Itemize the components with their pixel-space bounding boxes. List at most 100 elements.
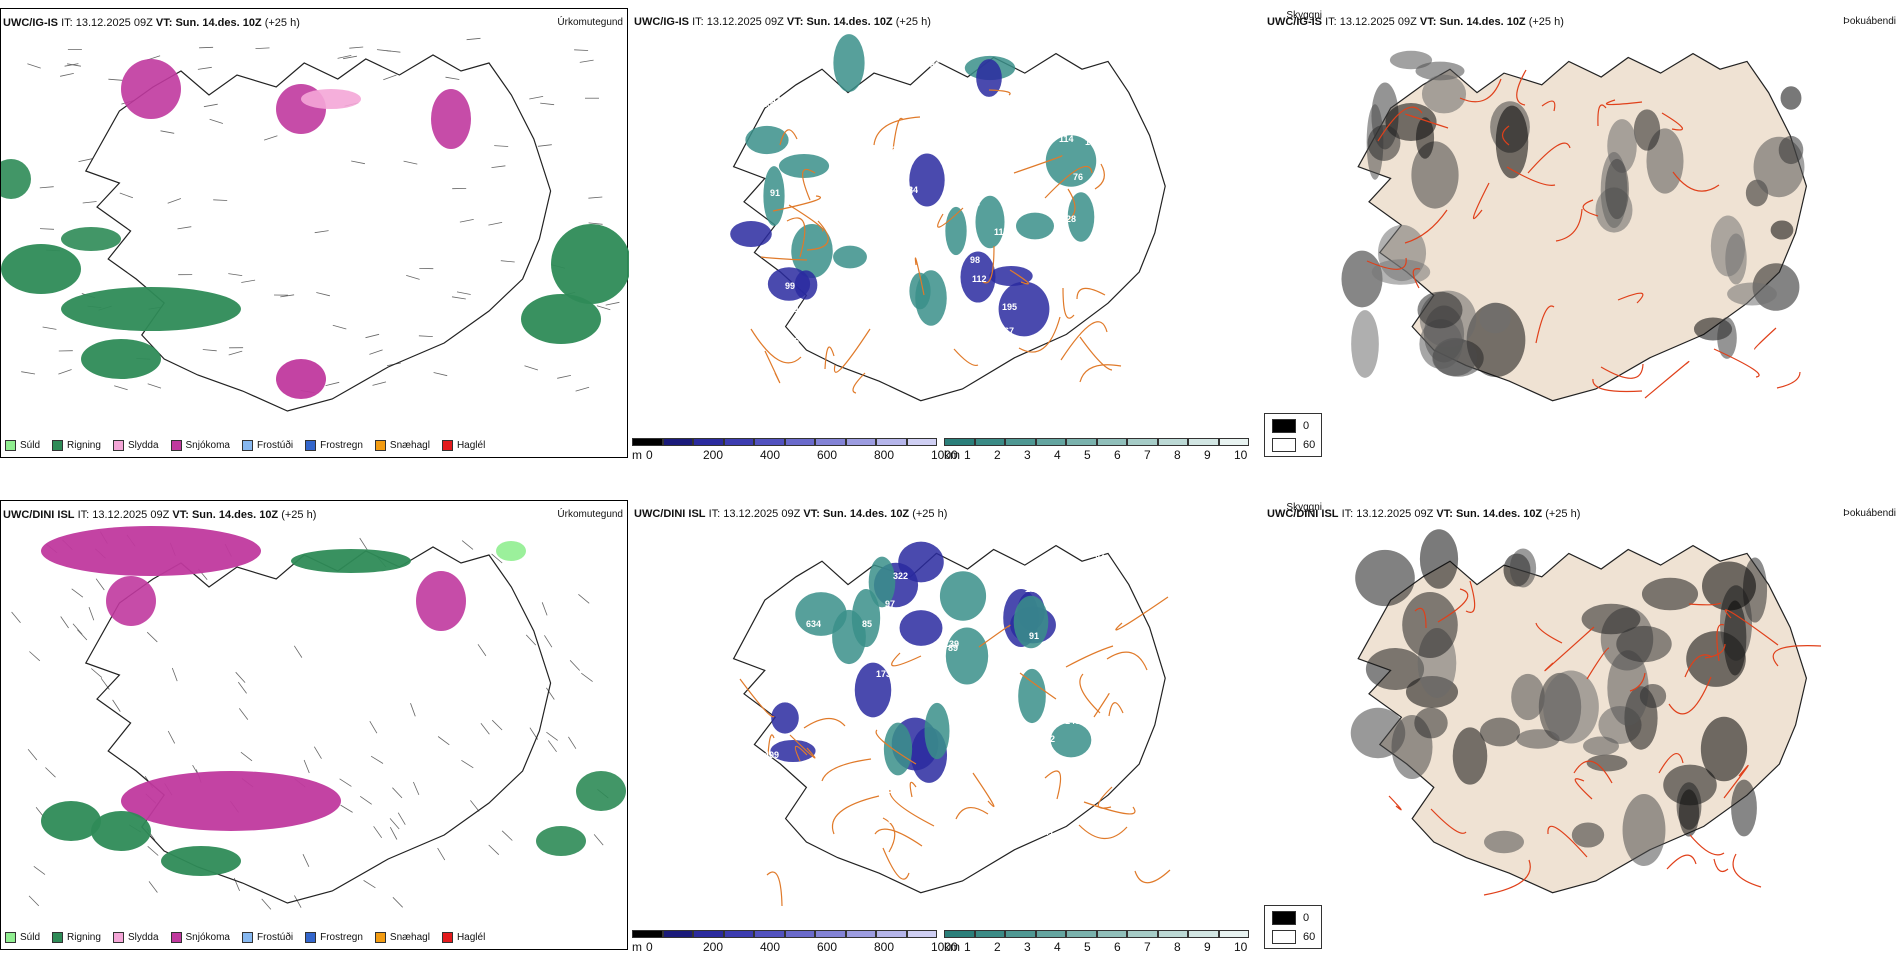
field-name: Úrkomutegund — [557, 509, 623, 520]
wind-barb — [304, 760, 309, 773]
cloud-base-value: 102 — [932, 240, 947, 250]
colorbar-unit: km — [944, 448, 960, 462]
legend-label: Frostregn — [320, 440, 363, 451]
wind-barb — [492, 720, 502, 730]
colorbar-segment — [1097, 930, 1128, 938]
cloud-base-value: 98 — [970, 255, 980, 265]
wind-barb — [161, 131, 175, 134]
cloud-base-value: 322 — [893, 571, 908, 581]
cloud-base-value: 634 — [806, 619, 821, 629]
wind-barb — [303, 854, 309, 867]
wind-barb — [390, 827, 397, 839]
field-name: Þokuábendi — [1843, 508, 1896, 519]
cloud-base-value: 86 — [891, 243, 901, 253]
colorbar-segment — [632, 438, 663, 446]
wind-barb — [538, 145, 552, 147]
cloud-base-value: 143 — [1065, 716, 1080, 726]
colorbar-segment — [1127, 438, 1158, 446]
colorbar-tick: 8 — [1174, 940, 1181, 954]
cloud-base-value: 43 — [765, 766, 775, 776]
cloud-base-value: 192 — [844, 712, 859, 722]
wind-barb — [383, 75, 396, 80]
wind-barb — [28, 749, 37, 760]
wind-barb — [502, 831, 512, 841]
colorbar-tick: 200 — [703, 940, 723, 954]
cloud-base-value: 83 — [970, 198, 980, 208]
fog-map — [1265, 500, 1900, 950]
wind-barb — [168, 199, 181, 204]
wind-barb — [294, 895, 301, 907]
wind-barb — [198, 67, 212, 69]
legend-swatch — [305, 440, 316, 451]
colorbar-segment — [1005, 930, 1036, 938]
colorbar-segment — [1036, 930, 1067, 938]
wind-barb — [548, 741, 556, 752]
wind-barb — [398, 813, 405, 825]
wind-barb — [606, 302, 620, 305]
cloud-base-value: 104 — [930, 256, 945, 266]
road-line — [853, 373, 865, 393]
legend-swatch — [171, 932, 182, 943]
cloud-base-value: 114 — [766, 92, 781, 102]
legend-item: Frostúði — [242, 932, 293, 943]
colorbar-unit: m — [632, 448, 642, 462]
cloud-base-value: 248 — [795, 815, 810, 825]
wind-barb — [45, 768, 55, 778]
wind-barb — [40, 187, 54, 188]
cloud-base-value: 238 — [974, 301, 989, 311]
wind-barb — [239, 708, 248, 719]
wind-barb — [326, 382, 340, 385]
wind-barb — [238, 682, 246, 693]
cloud-base-value: 117 — [994, 227, 1009, 237]
precip-type-panel: UWC/IG-IS IT: 13.12.2025 09Z VT: Sun. 14… — [0, 8, 628, 458]
colorbar-tick: 2 — [994, 940, 1001, 954]
cloud-base-value: 71 — [1067, 111, 1077, 121]
wind-barb — [452, 297, 466, 299]
wind-barb — [203, 350, 217, 351]
wind-barb — [366, 334, 380, 337]
colorbar-segment — [1188, 930, 1219, 938]
cloud-base-value: 79 — [758, 822, 768, 832]
wind-barb — [581, 673, 592, 681]
legend-item: Haglél — [442, 932, 485, 943]
wind-barb — [542, 602, 547, 615]
wind-barb — [349, 47, 363, 48]
colorbar-tick: 3 — [1024, 940, 1031, 954]
wind-barb — [264, 136, 277, 140]
cloud-base-value: 114 — [1059, 134, 1074, 144]
cloud-base-value: 81 — [1097, 754, 1107, 764]
wind-barb — [574, 50, 588, 51]
colorbar-tick: 0 — [646, 940, 653, 954]
colorbar-tick: 3 — [1024, 448, 1031, 462]
wind-barb — [178, 227, 192, 229]
colorbar-segment — [1158, 930, 1189, 938]
legend-label: Súld — [20, 440, 40, 451]
colorbar-segment — [1066, 438, 1097, 446]
cloud-base-value: 160 — [1025, 584, 1040, 594]
cloud-base-value: 87 — [1068, 121, 1078, 131]
legend-label: Slydda — [128, 932, 159, 943]
road-line — [1755, 328, 1776, 349]
wind-barb — [351, 161, 365, 164]
field-name: Þokuábendi — [1843, 16, 1896, 27]
wind-barb — [467, 38, 481, 39]
wind-barb — [488, 222, 502, 225]
legend-label: Rigning — [67, 440, 101, 451]
wind-barb — [314, 747, 321, 759]
road-line — [1645, 362, 1689, 398]
road-line — [1777, 372, 1800, 388]
fog-indicator-panel: UWC/IG-IS IT: 13.12.2025 09Z VT: Sun. 14… — [1265, 8, 1900, 458]
wind-barb — [241, 280, 255, 282]
field-name: Úrkomutegund — [557, 17, 623, 28]
wind-barb — [374, 826, 382, 838]
wind-barb — [34, 866, 45, 874]
wind-barb — [43, 327, 57, 329]
cloud-base-value: 91 — [1029, 631, 1039, 641]
legend-label: Snæhagl — [390, 440, 430, 451]
colorbar-tick: 600 — [817, 448, 837, 462]
colorbar-tick: 5 — [1084, 448, 1091, 462]
legend-swatch — [113, 440, 124, 451]
precip-map — [1, 501, 629, 951]
wind-barb — [29, 652, 39, 661]
